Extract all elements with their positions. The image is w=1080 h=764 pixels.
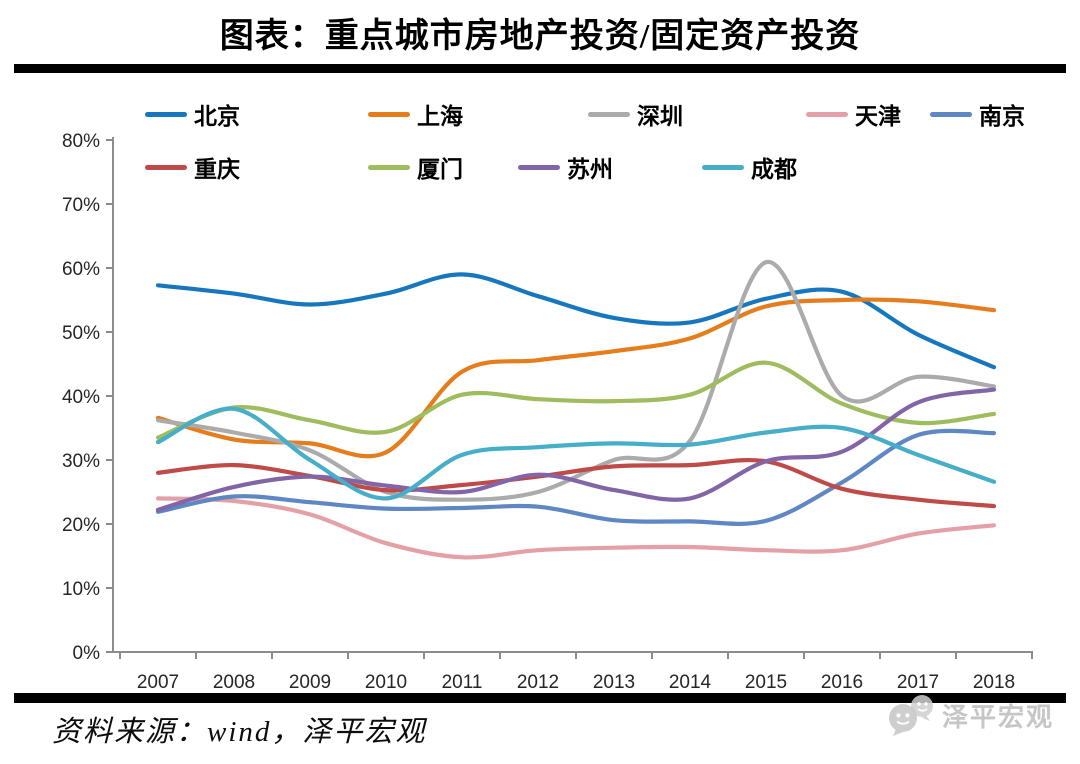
series-line-tianjin <box>155 496 997 560</box>
series-line-nanjing <box>155 428 997 526</box>
title-divider-bar <box>14 64 1066 73</box>
y-tick-label: 80% <box>62 131 100 152</box>
series-line-xiamen <box>155 360 997 440</box>
x-tick-label: 2009 <box>289 672 331 693</box>
axes <box>106 137 1033 659</box>
watermark-label: 泽平宏观 <box>942 702 1055 732</box>
brand-watermark: 泽平宏观 <box>886 692 1054 738</box>
y-tick-label: 70% <box>62 195 100 216</box>
x-tick-label: 2011 <box>442 672 483 693</box>
series-line-chengdu <box>155 406 997 501</box>
y-tick-label: 30% <box>62 451 100 472</box>
footer-divider-bar <box>14 693 1066 703</box>
y-tick-label: 60% <box>62 259 100 280</box>
series-line-suzhou <box>155 387 997 512</box>
x-tick-label: 2012 <box>517 672 559 693</box>
y-tick-label: 20% <box>62 515 100 536</box>
x-tick-label: 2015 <box>745 672 787 693</box>
y-tick-label: 50% <box>62 323 100 344</box>
source-note: 资料来源：wind，泽平宏观 <box>52 716 427 748</box>
y-tick-label: 10% <box>62 579 100 600</box>
y-tick-label: 40% <box>62 387 100 408</box>
series-line-shenzhen <box>155 260 997 502</box>
x-tick-label: 2018 <box>973 672 1015 693</box>
series-line-beijing <box>155 272 997 370</box>
x-tick-label: 2010 <box>365 672 407 693</box>
x-tick-label: 2014 <box>669 672 712 693</box>
x-tick-label: 2016 <box>821 672 863 693</box>
y-tick-label: 0% <box>73 643 101 664</box>
chart-title: 图表：重点城市房地产投资/固定资产投资 <box>219 18 861 55</box>
x-tick-label: 2008 <box>213 672 255 693</box>
x-tick-label: 2013 <box>593 672 635 693</box>
chat-bubbles-icon <box>889 695 933 736</box>
x-tick-label: 2007 <box>137 672 179 693</box>
series-line-shanghai <box>155 297 997 459</box>
x-tick-label: 2017 <box>897 672 939 693</box>
